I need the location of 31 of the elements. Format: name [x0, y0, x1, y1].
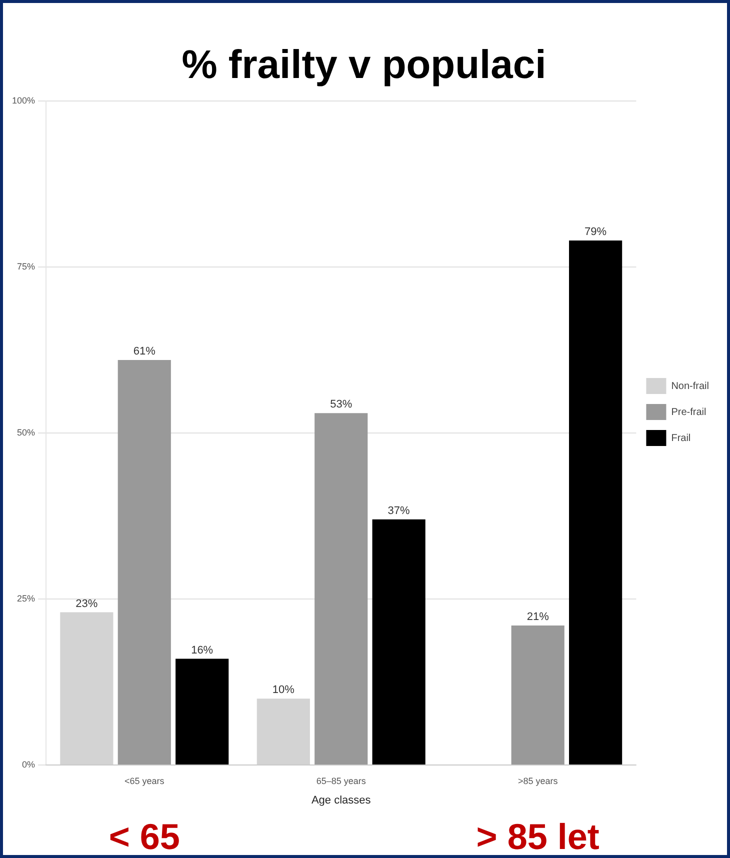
- data-label: 61%: [133, 345, 156, 358]
- y-tick-label: 0%: [22, 759, 36, 770]
- data-label: 21%: [526, 611, 550, 624]
- x-axis-title: Age classes: [311, 794, 372, 806]
- legend-label: Non-frail: [671, 380, 710, 392]
- bar: [118, 360, 171, 764]
- bar: [60, 612, 114, 764]
- legend-label: Pre-frail: [671, 406, 706, 418]
- bar: [176, 658, 229, 764]
- bar: [256, 698, 310, 764]
- legend-label: Frail: [671, 432, 691, 444]
- chart-title: % frailty v populaci: [182, 43, 546, 88]
- y-tick-label: 25%: [17, 593, 36, 604]
- y-tick-label: 50%: [17, 427, 36, 438]
- bar: [569, 240, 622, 764]
- bar: [511, 626, 564, 764]
- x-tick-label: >85 years: [518, 776, 558, 786]
- data-label: 37%: [388, 504, 410, 517]
- data-label: 53%: [330, 398, 352, 411]
- x-tick-label: 65–85 years: [316, 776, 366, 786]
- text: < 65: [108, 816, 180, 857]
- y-tick-label: 75%: [17, 261, 36, 272]
- text: > 85 let: [476, 816, 600, 857]
- x-tick-label: <65 years: [124, 776, 165, 786]
- data-label: 16%: [191, 644, 214, 656]
- y-tick-label: 100%: [12, 95, 36, 106]
- bar: [372, 519, 426, 764]
- data-label: 10%: [272, 684, 295, 696]
- data-label: 23%: [76, 598, 98, 610]
- data-label: 79%: [584, 226, 607, 238]
- bar: [314, 413, 368, 764]
